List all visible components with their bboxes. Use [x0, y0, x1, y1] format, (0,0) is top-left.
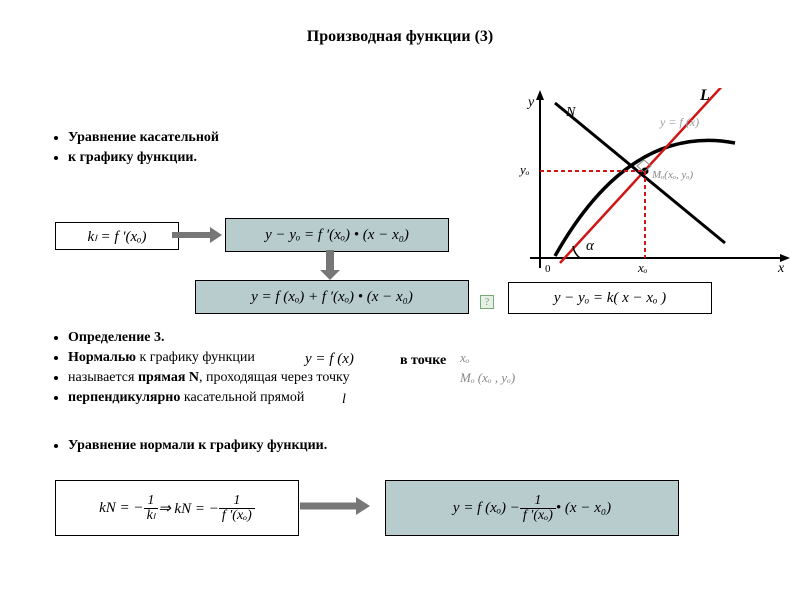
svg-text:L: L	[699, 88, 710, 104]
help-icon: ?	[480, 295, 494, 309]
svg-text:0: 0	[545, 263, 551, 275]
svg-text:N: N	[565, 105, 576, 120]
inline-fx: y = f (x)	[305, 351, 354, 368]
section1: Уравнение касательной к графику функции.	[50, 130, 219, 170]
inline-x0: xₒ	[460, 350, 469, 366]
graph: y x 0 α N L y = f (x) yₒ xₒ Mₒ(xₒ, yₒ)	[500, 88, 790, 278]
normal-eq-title: Уравнение нормали к графику функции.	[68, 438, 327, 454]
b2: к графику функции.	[68, 150, 219, 166]
section2: Определение 3. Нормалью к графику функци…	[50, 330, 690, 410]
svg-text:Mₒ(xₒ, yₒ): Mₒ(xₒ, yₒ)	[651, 169, 694, 181]
svg-text:y: y	[526, 95, 535, 110]
svg-text:yₒ: yₒ	[518, 162, 530, 177]
formula-tangent-k: y − yₒ = k( x − xₒ )	[508, 282, 712, 314]
formula-kN: kN = − 1kₗ ⇒ kN = − 1f ′(xₒ)	[55, 480, 299, 536]
section3: Уравнение нормали к графику функции.	[50, 438, 327, 458]
arrow-down-icon	[315, 250, 345, 280]
inline-M0: Mₒ (xₒ , yₒ)	[460, 370, 515, 386]
perp: перпендикулярно касательной прямой	[68, 390, 690, 406]
normal-line: называется прямая N, проходящая через то…	[68, 370, 690, 386]
svg-text:x: x	[777, 261, 785, 276]
arrow-icon	[172, 225, 222, 245]
b1: Уравнение касательной	[68, 130, 219, 146]
formula-tangent-full: y = f (xₒ) + f ′(xₒ) • (x − x₀)	[195, 280, 469, 314]
arrow2-icon	[300, 495, 370, 517]
inline-vtochke: в точке	[400, 353, 446, 369]
def3: Определение 3.	[68, 330, 690, 346]
formula-kl: kₗ = f ′(xₒ)	[55, 222, 179, 250]
svg-text:xₒ: xₒ	[637, 260, 648, 275]
formula-normal: y = f (xₒ) − 1f ′(xₒ) • (x − x₀)	[385, 480, 679, 536]
normal-def: Нормалью к графику функции	[68, 350, 690, 366]
formula-tangent-diff: y − yₒ = f ′(xₒ) • (x − x₀)	[225, 218, 449, 252]
inline-l: l	[342, 392, 346, 408]
svg-text:y = f (x): y = f (x)	[659, 115, 699, 129]
svg-text:α: α	[586, 238, 595, 254]
page-title: Производная функции (3)	[0, 0, 800, 46]
